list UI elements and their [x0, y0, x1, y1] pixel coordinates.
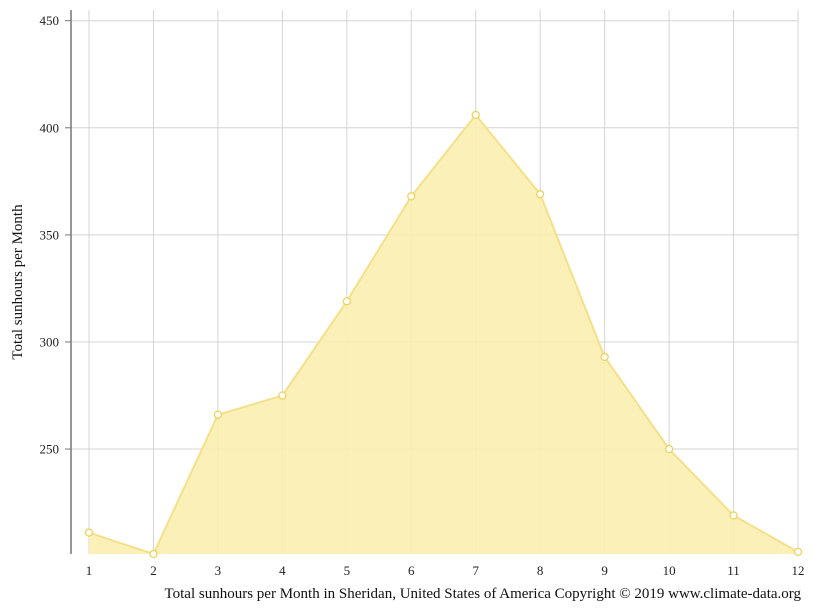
- data-point: [664, 444, 674, 454]
- data-point: [600, 352, 609, 362]
- x-tick-label: 1: [86, 563, 93, 578]
- x-tick-label: 2: [150, 563, 157, 578]
- x-tick-label: 11: [727, 563, 740, 578]
- x-axis-tick-labels: 1 2 3 4 5 6 7 8 9 10 11 12: [86, 563, 805, 578]
- chart-caption: Total sunhours per Month in Sheridan, Un…: [165, 586, 802, 602]
- data-point: [84, 528, 94, 537]
- data-point: [149, 549, 158, 559]
- x-tick-label: 7: [472, 563, 479, 578]
- data-points: [84, 110, 803, 559]
- data-point: [278, 391, 287, 400]
- data-point: [793, 547, 803, 557]
- x-tick-label: 5: [344, 563, 351, 578]
- x-tick-label: 3: [215, 563, 222, 578]
- data-point: [407, 192, 416, 201]
- x-tick-label: 10: [663, 563, 676, 578]
- y-axis-title: Total sunhours per Month: [10, 204, 26, 360]
- y-tick-label: 400: [40, 120, 60, 135]
- data-point: [729, 511, 738, 520]
- axes: [65, 10, 72, 554]
- y-tick-label: 450: [40, 13, 60, 28]
- data-point: [536, 190, 545, 199]
- x-tick-label: 12: [792, 563, 805, 578]
- area-fill: [89, 114, 798, 554]
- data-point: [213, 410, 223, 419]
- data-point: [471, 110, 480, 120]
- y-tick-label: 250: [40, 442, 60, 457]
- y-axis-tick-labels: 250 300 350 400 450: [40, 13, 60, 456]
- x-tick-label: 9: [601, 563, 608, 578]
- y-tick-label: 350: [40, 227, 60, 242]
- x-tick-label: 4: [279, 563, 286, 578]
- x-tick-label: 8: [537, 563, 544, 578]
- data-point: [342, 297, 351, 306]
- series-line: [88, 113, 799, 556]
- x-tick-label: 6: [408, 563, 415, 578]
- y-tick-label: 300: [40, 334, 60, 349]
